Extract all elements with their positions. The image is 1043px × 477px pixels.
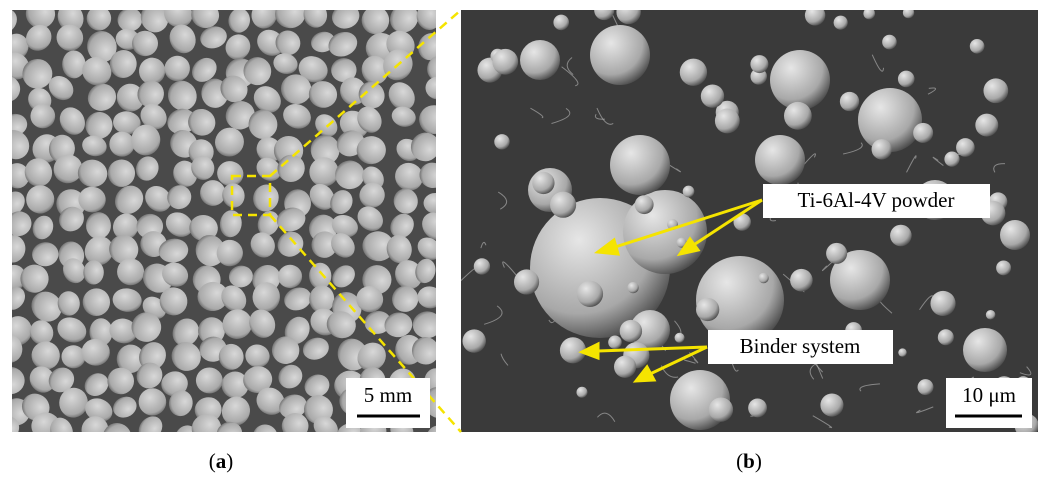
texture — [550, 192, 576, 218]
texture — [748, 399, 767, 418]
scale-bar-label: 5 mm — [364, 383, 412, 407]
texture — [576, 387, 587, 398]
texture — [872, 139, 892, 159]
texture — [709, 398, 733, 422]
sem-image-powder — [460, 0, 1039, 438]
texture — [492, 49, 518, 75]
texture — [701, 84, 724, 107]
texture — [863, 8, 875, 20]
texture — [594, 0, 614, 20]
texture — [882, 35, 897, 50]
texture — [532, 172, 554, 194]
texture — [963, 328, 1007, 372]
scale-bar-label: 10 μm — [962, 383, 1016, 407]
caption: (a) — [209, 449, 234, 473]
texture — [834, 16, 848, 30]
texture — [715, 109, 740, 134]
texture — [944, 152, 959, 167]
texture — [553, 15, 569, 31]
figure: 5 mm Ti-6Al-4V powder Binder system 10 μ… — [0, 0, 1043, 477]
caption-part: ) — [226, 449, 233, 473]
texture — [616, 0, 640, 24]
texture — [1000, 220, 1030, 250]
texture — [614, 356, 636, 378]
texture — [790, 269, 813, 292]
texture — [970, 39, 985, 54]
texture — [62, 50, 86, 78]
texture — [750, 55, 768, 73]
texture — [986, 310, 995, 319]
texture — [983, 78, 1008, 103]
caption-part: ) — [755, 449, 762, 473]
texture — [903, 7, 914, 18]
texture — [898, 348, 906, 356]
texture — [898, 71, 915, 88]
texture — [820, 394, 843, 417]
texture — [635, 195, 654, 214]
texture — [784, 102, 812, 130]
texture — [918, 379, 934, 395]
texture — [309, 263, 331, 289]
texture — [494, 134, 509, 149]
texture — [858, 88, 922, 152]
texture — [474, 258, 490, 274]
texture — [278, 265, 302, 288]
texture — [463, 329, 486, 352]
texture — [620, 320, 642, 342]
texture — [805, 5, 825, 25]
texture — [608, 336, 622, 350]
texture — [680, 59, 707, 86]
texture — [577, 281, 603, 307]
texture — [696, 298, 719, 321]
texture — [930, 291, 955, 316]
texture — [840, 92, 859, 111]
texture — [628, 282, 639, 293]
caption: (b) — [736, 449, 762, 473]
texture — [975, 114, 998, 137]
texture — [683, 186, 695, 198]
texture — [610, 135, 670, 195]
annotation: Binder system — [740, 334, 861, 358]
texture — [913, 123, 933, 143]
texture — [956, 138, 975, 157]
texture — [514, 269, 539, 294]
texture — [755, 135, 805, 185]
texture — [758, 273, 768, 283]
caption-letter: a — [216, 449, 227, 473]
texture — [590, 25, 650, 85]
texture — [996, 260, 1011, 275]
texture — [938, 329, 954, 345]
texture — [86, 212, 111, 239]
caption-part: ( — [736, 449, 743, 473]
texture — [826, 243, 847, 264]
texture — [675, 333, 685, 343]
annotation: Ti-6Al-4V powder — [798, 188, 955, 212]
texture — [890, 225, 912, 247]
texture — [770, 50, 830, 110]
caption-part: ( — [209, 449, 216, 473]
texture — [520, 40, 560, 80]
caption-letter: b — [743, 449, 755, 473]
